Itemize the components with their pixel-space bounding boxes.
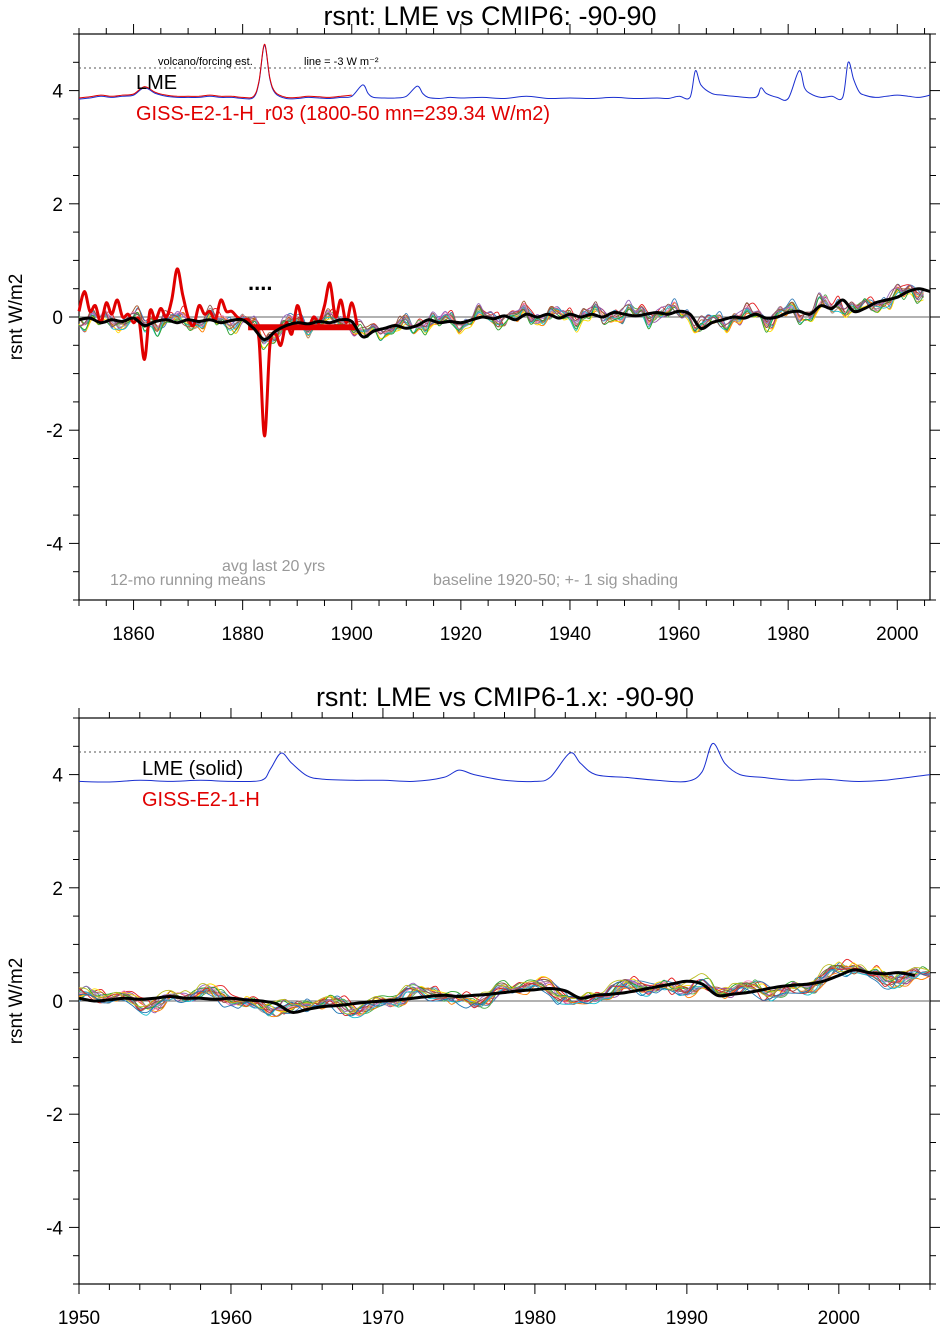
legend-giss: GISS-E2-1-H_r03 (1800-50 mn=239.34 W/m2) (136, 103, 550, 125)
x-tick-label: 1880 (222, 624, 264, 645)
x-tick-label: 1940 (549, 624, 591, 645)
ensemble-member-line (78, 283, 924, 343)
volcano-forcing-line (78, 743, 931, 783)
line-scale-annotation: line = -3 W m⁻² (304, 56, 379, 68)
legend-giss: GISS-E2-1-H (142, 789, 260, 811)
x-tick-label: 1970 (362, 1308, 404, 1325)
y-tick-label: -4 (46, 534, 63, 555)
y-tick-label: -2 (46, 1105, 63, 1126)
y-axis-label: rsnt W/m2 (6, 274, 27, 361)
lme-ensemble-mean-line (78, 287, 931, 342)
y-tick-labels: -4 -2 0 2 4 (46, 766, 63, 1240)
giss-series-line (77, 267, 359, 438)
x-tick-label: 2000 (876, 624, 918, 645)
y-tick-label: 4 (52, 766, 63, 787)
x-tick-label: 1980 (767, 624, 809, 645)
tick-marks (69, 24, 940, 610)
y-tick-label: -2 (46, 421, 63, 442)
y-tick-label: 4 (52, 82, 63, 103)
x-tick-label: 1860 (112, 624, 154, 645)
y-tick-label: 0 (52, 308, 63, 329)
panel-bottom: rsnt: LME vs CMIP6-1.x: -90-90 1950 1960 1… (6, 682, 940, 1325)
x-tick-label: 1960 (658, 624, 700, 645)
x-tick-label: 1960 (210, 1308, 252, 1325)
x-tick-label: 1990 (666, 1308, 708, 1325)
avg-annotation: avg last 20 yrs (222, 558, 325, 575)
y-axis-label: rsnt W/m2 (6, 958, 27, 1045)
legend-lme: LME (solid) (142, 758, 243, 780)
chart-title: rsnt: LME vs CMIP6-1.x: -90-90 (316, 682, 694, 712)
volcano-forcing-line (78, 44, 931, 101)
tick-marks (69, 708, 940, 1294)
x-tick-label: 1980 (514, 1308, 556, 1325)
ensemble-member-line (78, 967, 931, 1017)
y-tick-label: 0 (52, 992, 63, 1013)
y-tick-label: 2 (52, 879, 63, 900)
giss-forcing-line (78, 43, 352, 99)
y-tick-label: 2 (52, 195, 63, 216)
dots-annotation: .... (248, 270, 272, 295)
baseline-annotation: baseline 1920-50; +- 1 sig shading (433, 572, 678, 589)
x-tick-labels: 1950 1960 1970 1980 1990 2000 (58, 1308, 860, 1325)
y-tick-labels: -4 -2 0 2 4 (46, 82, 63, 556)
plot-area (77, 43, 931, 438)
x-tick-label: 2000 (818, 1308, 860, 1325)
y-tick-label: -4 (46, 1218, 63, 1239)
running-mean-annotation: 12-mo running means (110, 572, 266, 589)
chart-title: rsnt: LME vs CMIP6: -90-90 (323, 1, 656, 31)
x-tick-label: 1920 (440, 624, 482, 645)
x-tick-label: 1950 (58, 1308, 100, 1325)
volcano-annotation: volcano/forcing est. (158, 56, 253, 68)
lme-ensemble-mean-line (78, 968, 916, 1015)
x-tick-labels: 1860 1880 1900 1920 1940 1960 1980 2000 (112, 624, 918, 645)
x-tick-label: 1900 (331, 624, 373, 645)
panel-top: rsnt: LME vs CMIP6: -90-90 1860 1880 1900 1… (6, 1, 940, 645)
legend-lme: LME (136, 72, 177, 94)
plot-area (78, 743, 931, 1019)
